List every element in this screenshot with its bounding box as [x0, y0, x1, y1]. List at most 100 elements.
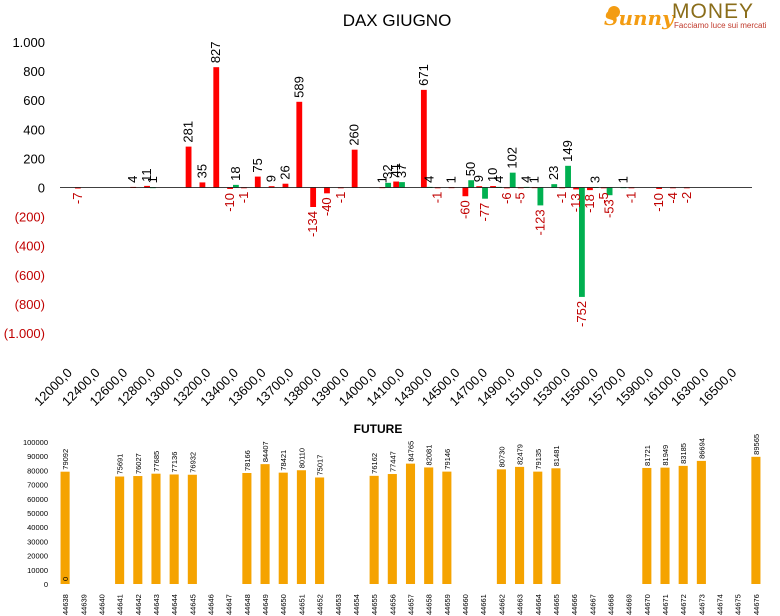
chart1-data-label: 35 — [194, 164, 209, 178]
chart1-data-label: -5 — [513, 192, 528, 204]
chart2-x-tick-label: 44638 — [61, 594, 70, 615]
logo-brand-right: MONEY — [672, 0, 754, 23]
chart1-title: DAX GIUGNO — [343, 11, 452, 30]
chart1-data-label: -60 — [457, 200, 472, 219]
chart1-data-labels: -741128135827-10-175926589-134-40-126014… — [70, 41, 694, 326]
chart1-y-tick-label: (800) — [15, 297, 45, 312]
chart1-bar-red — [254, 176, 261, 188]
chart2-data-label: 82479 — [516, 444, 525, 465]
chart2-x-tick-label: 44643 — [152, 594, 161, 615]
chart2-y-tick-label: 0 — [44, 580, 48, 589]
chart1-bar-red — [199, 182, 206, 188]
chart2-bar — [278, 472, 288, 584]
chart1-bar-red — [324, 187, 330, 194]
chart1-bar-red — [393, 181, 400, 188]
chart2-bar — [551, 468, 561, 584]
chart1-data-label: 18 — [228, 166, 243, 180]
chart2-x-tick-label: 44660 — [461, 594, 470, 615]
chart1-y-tick-label: 400 — [23, 122, 45, 137]
chart1-data-label: -13 — [568, 193, 583, 212]
chart1-bar-green — [468, 180, 475, 188]
chart1-data-label: 10 — [485, 168, 500, 182]
chart1-data-label: -18 — [582, 194, 597, 213]
chart2-x-tick-label: 44672 — [679, 594, 688, 615]
chart1-y-axis: 1.000 800 600 400 200 0 (200) (400) (600) (800) (1… — [4, 35, 45, 341]
chart2-data-label: 81721 — [643, 445, 652, 466]
chart1-bar-red — [476, 186, 483, 188]
chart1-data-label: 23 — [546, 166, 561, 180]
sunnymoney-logo: Sunny MONEY Facciamo luce sui mercati — [600, 0, 780, 34]
chart2-bar — [296, 470, 306, 584]
chart1-bar-green — [385, 182, 392, 188]
chart2-x-tick-label: 44665 — [552, 594, 561, 615]
chart1-bar-red — [656, 187, 663, 189]
chart2-x-tick-label: 44669 — [625, 594, 634, 615]
chart1-bar-red — [185, 146, 192, 188]
chart2-data-label: 79135 — [534, 449, 543, 470]
chart2-bar — [642, 467, 652, 584]
chart1-bar-red — [213, 67, 220, 188]
chart1-data-label: -5 — [596, 192, 611, 204]
chart2-data-label: 76932 — [188, 452, 197, 473]
chart2-bar — [678, 465, 688, 584]
chart2-bars — [60, 456, 761, 584]
chart1-data-label: -10 — [651, 193, 666, 212]
chart2-bar — [387, 474, 397, 584]
chart1-y-tick-label: (200) — [15, 210, 45, 225]
chart1-data-label: 1 — [527, 176, 542, 183]
chart1-bar-red — [227, 187, 233, 189]
chart1-data-label: 11 — [139, 168, 154, 182]
chart1-data-label: -53 — [602, 199, 617, 218]
chart2-y-tick-label: 80000 — [27, 466, 48, 475]
chart1-data-label: -1 — [333, 192, 348, 204]
chart1-data-label: 4 — [519, 176, 534, 183]
chart2-bar — [751, 456, 761, 584]
chart2-x-tick-label: 44662 — [497, 594, 506, 615]
chart2-data-label: 81481 — [552, 445, 561, 466]
chart2-bar — [151, 473, 161, 584]
chart1-y-tick-label: (1.000) — [4, 326, 45, 341]
chart1-data-label: -1 — [554, 192, 569, 204]
chart2-data-label: 89565 — [752, 434, 761, 455]
chart1-y-tick-label: 200 — [23, 151, 45, 166]
chart1-bar-red — [282, 183, 289, 188]
chart2-data-label: 80110 — [297, 448, 306, 468]
chart1-bar-green — [606, 187, 613, 196]
chart2-data-label: 75017 — [316, 455, 325, 476]
chart2-y-tick-label: 10000 — [27, 566, 48, 575]
chart1-data-label: 149 — [560, 140, 575, 162]
chart2-x-tick-label: 44654 — [352, 594, 361, 615]
chart2-data-label: 81949 — [661, 445, 670, 466]
chart2-bar — [115, 476, 125, 584]
chart1-data-label: -123 — [532, 209, 547, 235]
chart2-x-tick-label: 44644 — [170, 594, 179, 615]
chart2-x-tick-label: 44671 — [661, 594, 670, 615]
chart2-x-tick-label: 44656 — [388, 594, 397, 615]
chart1-data-label: 827 — [208, 41, 223, 63]
chart1-data-label: -10 — [222, 193, 237, 212]
chart2-x-tick-label: 44657 — [407, 594, 416, 615]
chart2-x-tick-label: 44674 — [716, 594, 725, 615]
chart1-data-label: -6 — [499, 192, 514, 204]
chart1-y-tick-label: (400) — [15, 239, 45, 254]
logo-tagline: Facciamo luce sui mercati — [674, 21, 767, 30]
chart2-x-tick-label: 44650 — [279, 594, 288, 615]
chart2-y-tick-label: 60000 — [27, 495, 48, 504]
chart2-x-tick-label: 44670 — [643, 594, 652, 615]
chart2-x-tick-label: 44661 — [479, 594, 488, 615]
chart2-y-tick-label: 40000 — [27, 523, 48, 532]
chart1-bar-red — [420, 89, 427, 188]
chart1-y-tick-label: 600 — [23, 93, 45, 108]
chart2-x-tick-label: 44676 — [752, 594, 761, 615]
chart1-data-label: -1 — [623, 192, 638, 204]
chart1-data-label: -7 — [70, 193, 85, 205]
chart2-x-tick-label: 44651 — [297, 594, 306, 615]
chart1-bar-red — [144, 185, 150, 188]
chart2-x-tick-label: 44648 — [243, 594, 252, 615]
chart1-data-label: 4 — [491, 176, 506, 183]
chart2-bar — [515, 466, 525, 584]
chart2-x-tick-label: 44664 — [534, 594, 543, 615]
chart2-x-tick-label: 44667 — [588, 594, 597, 615]
chart2-x-tick-label: 44675 — [734, 594, 743, 615]
